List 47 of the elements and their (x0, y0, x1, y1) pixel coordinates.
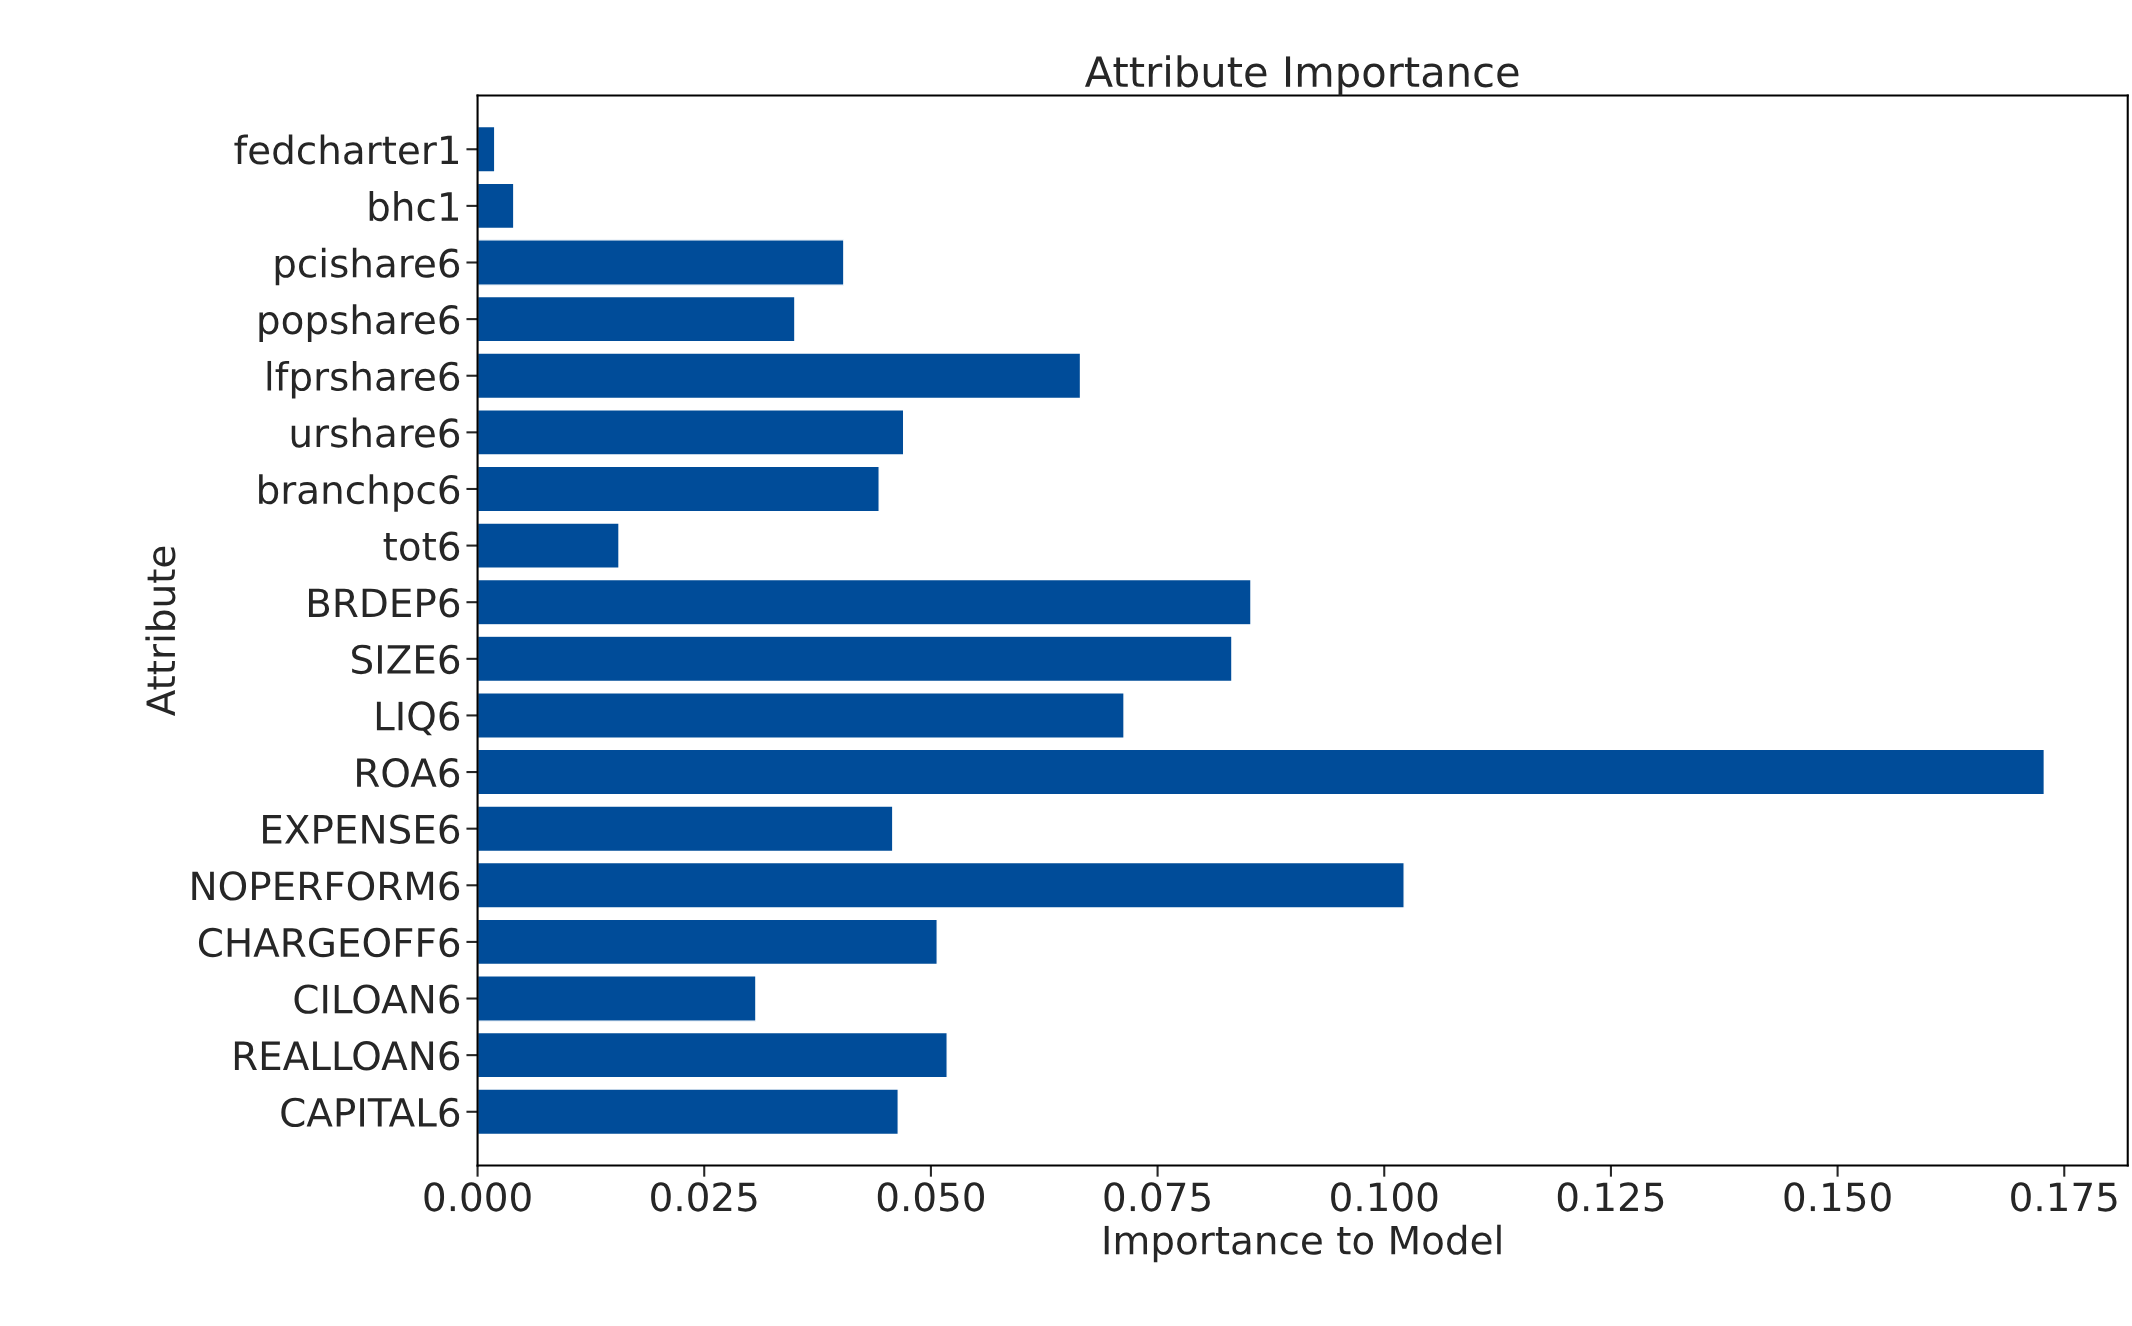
y-tick-label: lfprshare6 (267, 360, 460, 399)
x-tick-label: 0.125 (1557, 1182, 1664, 1212)
y-tick-label: ROA6 (357, 757, 460, 788)
y-tick-label: SIZE6 (352, 644, 460, 675)
x-tick-label: 0.025 (651, 1182, 757, 1212)
x-tick-label: 0.075 (1104, 1182, 1210, 1212)
bar (477, 1088, 899, 1136)
bar (477, 522, 620, 569)
y-tick-label: CILOAN6 (294, 984, 460, 1014)
bar (477, 1031, 948, 1079)
bar (477, 352, 1082, 400)
bar (477, 635, 1233, 683)
chart-title: Attribute Importance (1084, 55, 1519, 96)
y-tick-label: REALLOAN6 (234, 1041, 460, 1071)
x-tick-label: 0.000 (424, 1182, 531, 1212)
y-tick-label: fedcharter1 (234, 134, 458, 165)
y-tick-label: urshare6 (291, 417, 460, 448)
y-tick-label: BRDEP6 (309, 588, 460, 618)
bar (477, 861, 1405, 909)
bar (477, 918, 938, 966)
y-tick-label: tot6 (383, 531, 460, 561)
bar (477, 805, 894, 853)
y-tick-label: LIQ6 (376, 701, 460, 736)
x-tick-label: 0.175 (2011, 1182, 2117, 1212)
bar (477, 239, 845, 286)
bar (477, 125, 496, 173)
y-axis-title: Attribute (145, 546, 176, 717)
bar (477, 182, 515, 230)
y-tick-label: NOPERFORM6 (192, 871, 460, 901)
x-tick-label: 0.150 (1784, 1182, 1891, 1212)
y-tick-label: CAPITAL6 (281, 1097, 460, 1128)
y-tick-label: popshare6 (259, 304, 460, 342)
y-tick-label: CHARGEOFF6 (198, 927, 460, 958)
x-axis-title: Importance to Model (1104, 1224, 1501, 1263)
y-tick-label: branchpc6 (259, 474, 460, 512)
bar (477, 578, 1252, 626)
bar (477, 975, 757, 1022)
y-tick-label: bhc1 (369, 191, 458, 222)
y-tick-label: pcishare6 (275, 247, 460, 286)
bar (477, 692, 1125, 739)
bar (477, 748, 2046, 796)
bar (477, 295, 796, 343)
x-tick-label: 0.100 (1331, 1182, 1438, 1212)
x-tick-label: 0.050 (877, 1182, 984, 1212)
y-tick-label: EXPENSE6 (263, 814, 460, 844)
bar (477, 409, 905, 456)
bar (477, 465, 880, 513)
